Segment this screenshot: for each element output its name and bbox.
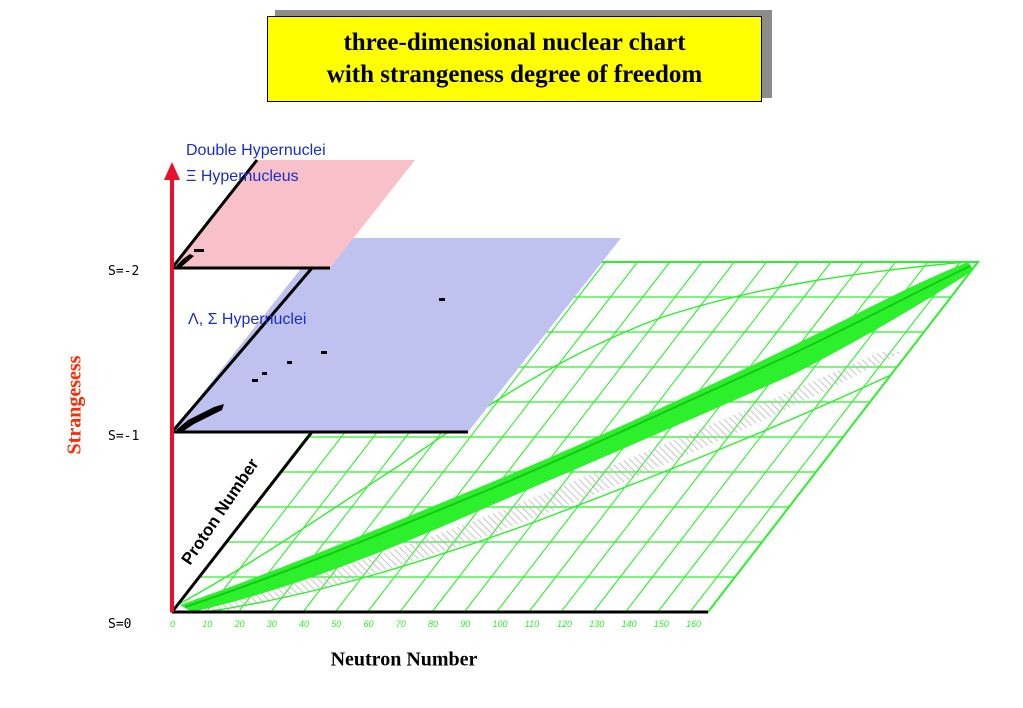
neutron-tick-label: 20 [234,619,245,629]
neutron-tick-label: 130 [589,619,604,629]
neutron-tick-label: 120 [557,619,572,629]
neutron-tick-label: 110 [525,619,539,629]
double-hypernuclei-points [176,249,204,268]
title-line-1: three-dimensional nuclear chart [343,29,686,56]
chart-gridline-slanted [689,261,961,613]
neutron-tick-label: 30 [267,619,277,629]
s-minus-2-label: S=-2 [108,264,139,279]
neutron-number-ticks: 0 10 20 30 40 50 60 70 80 90 100 110 120 130 140 150 160 [170,619,701,629]
title-line-2: with strangeness degree of freedom [326,61,703,88]
neutron-tick-label: 50 [331,619,341,629]
stable-nuclei-line [184,265,971,608]
lambda-hypernuclei-points [176,298,445,432]
strangeness-axis-title: Strangesess [63,355,86,455]
neutron-tick-label: 140 [622,619,637,629]
title-box: three-dimensional nuclear chart with str… [267,16,762,102]
neutron-tick-label: 100 [493,619,508,629]
s-minus-2-plane [172,160,415,268]
neutron-tick-label: 10 [202,619,212,629]
s-minus-1-label: S=-1 [108,429,139,444]
chart-gridline-slanted [592,261,864,613]
proton-dripline [172,262,966,609]
neutron-tick-label: 40 [299,619,309,629]
neutron-tick-label: 0 [170,619,175,629]
neutron-tick-label: 160 [686,619,701,629]
lambda-sigma-hypernuclei-label: Λ, Σ Hypernuclei [188,311,306,328]
known-nuclei-band [180,262,974,612]
strangeness-axis-arrowhead [164,162,180,180]
proton-axis-s-minus-2 [170,159,259,269]
proton-axis-s-minus-1 [170,267,314,433]
chart-gridline-slanted [528,261,800,613]
neutron-number-axis-title: Neutron Number [330,648,478,671]
proton-axis-s0 [170,431,314,613]
neutron-tick-label: 70 [396,619,406,629]
neutron-tick-label: 90 [460,619,470,629]
chart-gridline-slanted [334,261,606,613]
chart-gridline-slanted [431,261,703,613]
s0-label: S=0 [108,617,131,632]
neutron-tick-label: 60 [364,619,374,629]
xi-hypernucleus-label: Ξ Hypernucleus [186,168,299,185]
double-hypernuclei-label: Double Hypernuclei [186,142,326,159]
neutron-tick-label: 80 [428,619,438,629]
unbound-nuclei-hatch [200,352,903,612]
s-minus-1-plane [172,238,621,432]
neutron-tick-label: 150 [654,619,669,629]
